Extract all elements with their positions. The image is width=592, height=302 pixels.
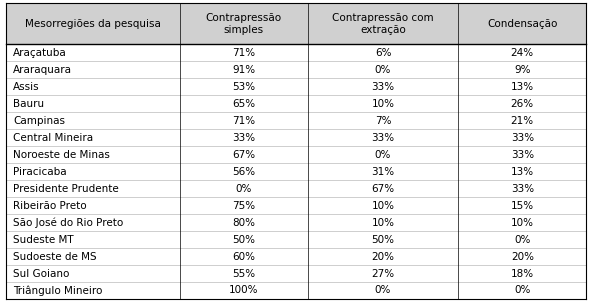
Text: 15%: 15% — [511, 201, 534, 211]
Text: Sudeste MT: Sudeste MT — [13, 235, 73, 245]
Text: 0%: 0% — [375, 65, 391, 75]
Text: 13%: 13% — [511, 82, 534, 92]
Text: Noroeste de Minas: Noroeste de Minas — [13, 150, 110, 160]
Text: 33%: 33% — [511, 150, 534, 160]
Text: 33%: 33% — [371, 82, 395, 92]
Text: 67%: 67% — [232, 150, 255, 160]
Bar — [6, 3, 586, 44]
Text: 0%: 0% — [514, 285, 530, 295]
Text: Araçatuba: Araçatuba — [13, 48, 67, 58]
Text: 67%: 67% — [371, 184, 395, 194]
Text: Campinas: Campinas — [13, 116, 65, 126]
Text: 100%: 100% — [229, 285, 259, 295]
Text: 27%: 27% — [371, 268, 395, 278]
Text: 71%: 71% — [232, 48, 255, 58]
Text: 75%: 75% — [232, 201, 255, 211]
Text: 60%: 60% — [232, 252, 255, 262]
Text: 0%: 0% — [236, 184, 252, 194]
Text: Presidente Prudente: Presidente Prudente — [13, 184, 118, 194]
Text: 10%: 10% — [372, 218, 394, 228]
Text: 50%: 50% — [372, 235, 394, 245]
Text: 50%: 50% — [232, 235, 255, 245]
Text: 0%: 0% — [375, 150, 391, 160]
Text: 33%: 33% — [232, 133, 255, 143]
Text: 10%: 10% — [372, 99, 394, 109]
Text: Ribeirão Preto: Ribeirão Preto — [13, 201, 86, 211]
Text: 20%: 20% — [372, 252, 394, 262]
Text: 9%: 9% — [514, 65, 530, 75]
Text: 33%: 33% — [511, 133, 534, 143]
Text: Contrapressão com
extração: Contrapressão com extração — [332, 13, 434, 34]
Text: 0%: 0% — [375, 285, 391, 295]
Text: 7%: 7% — [375, 116, 391, 126]
Text: Triângulo Mineiro: Triângulo Mineiro — [13, 285, 102, 296]
Text: 18%: 18% — [511, 268, 534, 278]
Text: 21%: 21% — [511, 116, 534, 126]
Text: 56%: 56% — [232, 167, 255, 177]
Text: 55%: 55% — [232, 268, 255, 278]
Text: Bauru: Bauru — [13, 99, 44, 109]
Text: 65%: 65% — [232, 99, 255, 109]
Text: 80%: 80% — [232, 218, 255, 228]
Text: 33%: 33% — [371, 133, 395, 143]
Text: Piracicaba: Piracicaba — [13, 167, 66, 177]
Text: 13%: 13% — [511, 167, 534, 177]
Text: São José do Rio Preto: São José do Rio Preto — [13, 217, 123, 228]
Text: Assis: Assis — [13, 82, 40, 92]
Text: 6%: 6% — [375, 48, 391, 58]
Text: 10%: 10% — [372, 201, 394, 211]
Text: Sudoeste de MS: Sudoeste de MS — [13, 252, 96, 262]
Text: 91%: 91% — [232, 65, 255, 75]
Text: 31%: 31% — [371, 167, 395, 177]
Text: Contrapressão
simples: Contrapressão simples — [206, 13, 282, 34]
Text: 33%: 33% — [511, 184, 534, 194]
Text: 53%: 53% — [232, 82, 255, 92]
Text: 10%: 10% — [511, 218, 534, 228]
Text: 26%: 26% — [511, 99, 534, 109]
Text: Araraquara: Araraquara — [13, 65, 72, 75]
Text: 24%: 24% — [511, 48, 534, 58]
Text: 20%: 20% — [511, 252, 534, 262]
Text: Mesorregiões da pesquisa: Mesorregiões da pesquisa — [25, 19, 161, 29]
Text: 0%: 0% — [514, 235, 530, 245]
Text: Sul Goiano: Sul Goiano — [13, 268, 69, 278]
Text: 71%: 71% — [232, 116, 255, 126]
Text: Central Mineira: Central Mineira — [13, 133, 93, 143]
Text: Condensação: Condensação — [487, 19, 558, 29]
